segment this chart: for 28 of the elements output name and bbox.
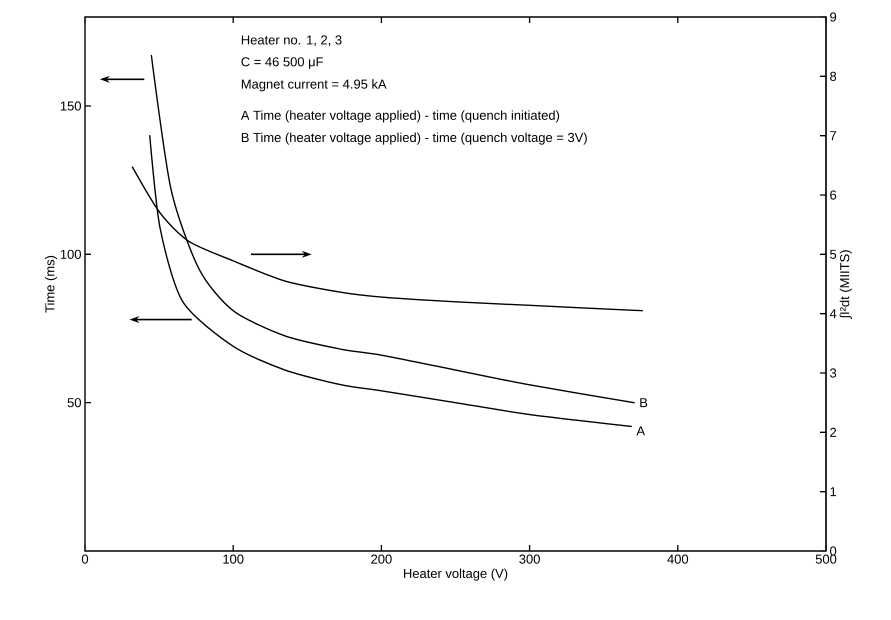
x-axis-title: Heater voltage (V) [404, 568, 508, 581]
y2-tick-label: 3 [830, 368, 836, 378]
y2-axis-title: ∫I²dt (MIITS) [840, 250, 852, 320]
series-label: B [640, 398, 648, 408]
annotation: B Time (heater voltage applied) - time (quench voltage = 3V) [242, 132, 587, 145]
y2-tick-label: 8 [830, 72, 836, 81]
x-tick-label: 200 [371, 554, 392, 564]
x-tick-label: 400 [667, 554, 688, 564]
y2-tick-label: 9 [830, 12, 836, 22]
y-tick-label: 50 [68, 398, 81, 408]
annotation: A Time (heater voltage applied) - time (quench initiated) [240, 110, 560, 122]
annotation: Magnet current = 4.95 kA [242, 79, 387, 92]
y-axis-title: Time (ms) [44, 256, 58, 313]
y2-tick-label: 6 [830, 190, 836, 200]
series-label: A [636, 426, 646, 436]
x-tick-label: 500 [816, 554, 836, 564]
y2-tick-label: 7 [830, 131, 836, 140]
x-tick-label: 100 [223, 554, 244, 564]
x-tick-label: 300 [519, 554, 540, 564]
y2-tick-label: 1 [830, 487, 836, 496]
annotation: C = 46 500 μF [241, 57, 323, 69]
x-tick-label: 0 [82, 554, 88, 564]
y2-tick-label: 5 [830, 250, 836, 259]
y2-tick-label: 4 [830, 309, 836, 318]
annotation: Heater no. 1, 2, 3 [242, 35, 342, 46]
y-tick-label: 100 [60, 250, 81, 259]
y-tick-label: 150 [60, 101, 81, 111]
y2-tick-label: 2 [830, 428, 836, 437]
